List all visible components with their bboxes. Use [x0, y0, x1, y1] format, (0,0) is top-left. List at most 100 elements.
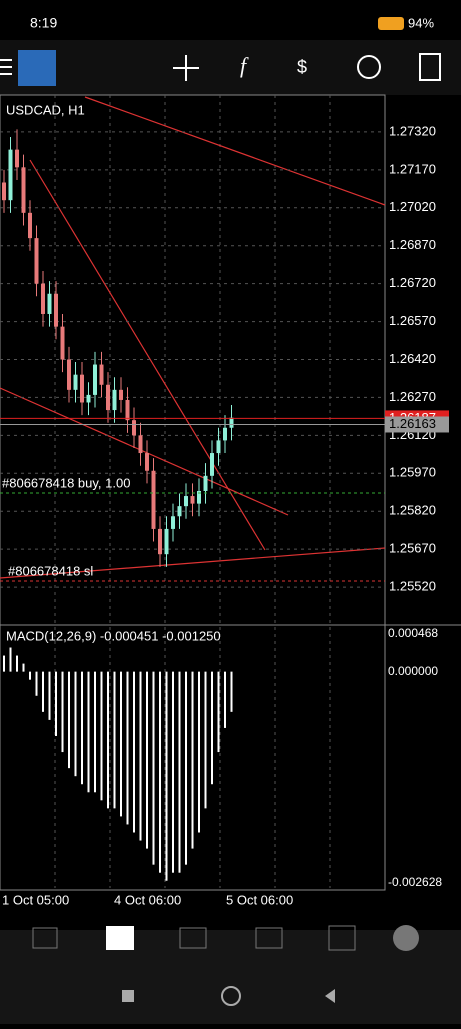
y-tick-label: 1.26270 [389, 389, 436, 404]
candle-body [47, 293, 52, 314]
macd-bar [185, 671, 187, 865]
macd-bar [100, 671, 103, 801]
indicators-button[interactable]: f [240, 53, 249, 78]
candle-body [119, 389, 123, 400]
candle-body [67, 359, 71, 390]
chart-tab[interactable] [106, 926, 134, 950]
macd-bar [198, 671, 200, 833]
macd-bar [94, 671, 96, 793]
y-tick-label: 1.27170 [389, 161, 436, 176]
nav-icons [32, 925, 419, 951]
candle-body [203, 475, 208, 491]
back-button[interactable] [325, 989, 335, 1003]
app-menu[interactable] [18, 50, 56, 86]
macd-tick-label: -0.002628 [388, 875, 442, 889]
macd-bar [87, 671, 90, 793]
candle-body [138, 435, 143, 454]
y-tick-label: 1.25520 [389, 579, 436, 594]
symbol: USDCAD, H1 [6, 102, 85, 117]
candle-body [216, 440, 221, 454]
macd-bar [217, 671, 220, 753]
macd-bar [159, 671, 161, 873]
macd-bar [61, 671, 64, 753]
macd-bar [120, 671, 122, 817]
candle-body [54, 293, 58, 327]
menu-icon[interactable] [0, 59, 12, 75]
quotes-tab[interactable] [32, 927, 58, 949]
trade-tab[interactable] [179, 927, 207, 949]
macd-bar [224, 671, 226, 728]
timeframe-button[interactable] [357, 55, 381, 79]
x-tick-label: 5 Oct 06:00 [226, 892, 293, 907]
candle-body [125, 399, 130, 421]
candle-body [197, 490, 201, 504]
candle-body [190, 496, 195, 504]
candle-body [151, 470, 156, 529]
trade-button[interactable]: $ [297, 57, 307, 77]
macd-bar [9, 647, 12, 672]
y-tick-label: 1.27320 [389, 123, 436, 138]
macd-bar [230, 671, 233, 712]
macd-bar [152, 671, 155, 865]
macd-bar [68, 671, 70, 769]
macd-bar [146, 671, 148, 849]
macd-bar [42, 671, 44, 712]
y-tick-label: 1.25820 [389, 503, 436, 518]
candle-body [41, 283, 45, 314]
macd-tick-label: 0.000000 [388, 664, 438, 678]
candle-body [80, 374, 84, 403]
macd-bar [126, 671, 129, 825]
y-tick-label: 1.25670 [389, 541, 436, 556]
news-tab[interactable] [328, 925, 356, 951]
candle-body [8, 149, 13, 201]
candle-body [171, 516, 175, 529]
macd-tick-label: 0.000468 [388, 626, 438, 640]
bottom-nav [0, 930, 461, 1024]
home-button[interactable] [221, 986, 241, 1006]
candle-body [34, 238, 39, 284]
macd-bar [191, 671, 194, 849]
macd-label: MACD(12,26,9) -0.000451 -0.001250 [6, 628, 221, 643]
new-order-button[interactable] [419, 53, 441, 81]
macd-bar [165, 671, 168, 881]
candle-body [99, 364, 104, 385]
macd-bar [29, 671, 31, 680]
candle-body [229, 417, 234, 428]
y-tick-label: 1.26720 [389, 275, 436, 290]
macd-bar [22, 663, 25, 672]
macd-bar [113, 671, 116, 809]
y-tick-label: 1.26420 [389, 351, 436, 366]
macd-bar [48, 671, 51, 720]
clock: 8:19 [30, 15, 57, 31]
macd-bar [3, 655, 5, 672]
battery-icon [378, 17, 404, 30]
candle-body [210, 453, 214, 476]
candle-body [60, 326, 65, 360]
macd-bar [16, 655, 18, 672]
candle-body [158, 528, 162, 555]
macd-bar [139, 671, 142, 841]
chat-tab[interactable] [393, 925, 419, 951]
macd-bar [133, 671, 135, 833]
candle-body [15, 149, 19, 168]
candle-body [93, 364, 97, 395]
ask-tag [385, 416, 449, 433]
chart-frame [0, 94, 386, 891]
history-tab[interactable] [255, 927, 283, 949]
candle-body [132, 420, 136, 436]
crosshair-button[interactable] [173, 55, 199, 81]
macd-bar [55, 671, 57, 736]
candle-body [112, 389, 117, 411]
x-tick-label: 4 Oct 06:00 [114, 892, 181, 907]
candle-body [73, 374, 78, 390]
ask-label: 1.26163 [389, 416, 436, 431]
v-grid [54, 95, 331, 888]
x-tick-label: 1 Oct 05:00 [2, 892, 69, 907]
y-tick-label: 1.27020 [389, 199, 436, 214]
macd-bar [81, 671, 83, 785]
y-tick-label: 1.26870 [389, 237, 436, 252]
candle-body [223, 427, 227, 441]
recents-button[interactable] [122, 990, 134, 1002]
